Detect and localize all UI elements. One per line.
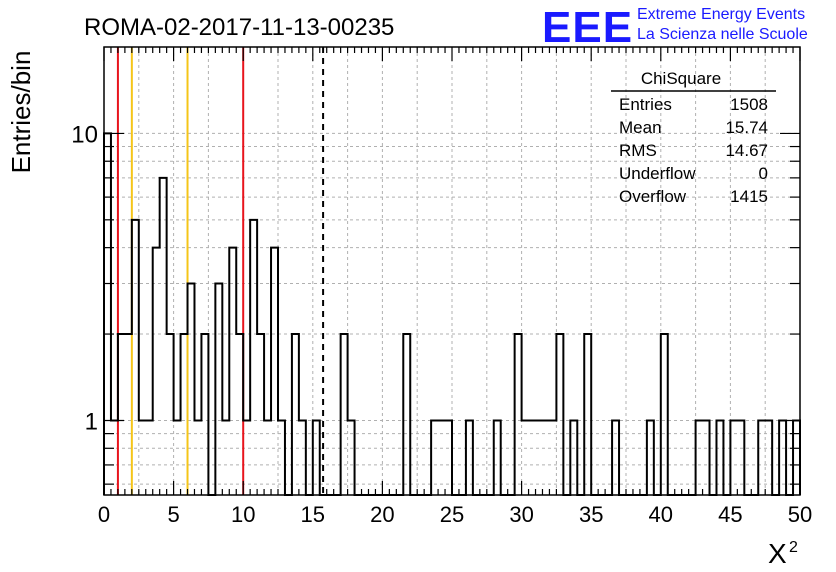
x-tick-label: 50: [788, 502, 812, 527]
stats-label: Overflow: [619, 187, 687, 206]
chart-title: ROMA-02-2017-11-13-00235: [84, 14, 394, 41]
stats-value: 1508: [730, 95, 768, 114]
stats-box: ChiSquare Entries 1508 Mean 15.74 RMS 14.67 Un…: [611, 69, 776, 206]
stats-label: Entries: [619, 95, 672, 114]
x-tick-label: 40: [649, 502, 673, 527]
x-tick-label: 15: [301, 502, 325, 527]
y-tick-labels: 1 10: [71, 121, 98, 435]
stats-title: ChiSquare: [641, 69, 721, 88]
eee-logo: EEE Extreme Energy Events La Scienza nel…: [542, 3, 808, 52]
y-tick-label: 1: [85, 408, 98, 435]
x-axis-label-base: X: [768, 538, 787, 569]
x-tick-label: 25: [440, 502, 464, 527]
stats-value: 0: [759, 164, 768, 183]
stats-label: RMS: [619, 141, 657, 160]
axis-ticks: [103, 47, 801, 495]
x-tick-label: 20: [370, 502, 394, 527]
logo-line-1: Extreme Energy Events: [637, 6, 805, 23]
x-tick-label: 10: [231, 502, 255, 527]
y-axis-label: Entries/bin: [6, 51, 36, 174]
x-tick-label: 45: [718, 502, 742, 527]
stats-value: 15.74: [725, 118, 768, 137]
logo-line-2: La Scienza nelle Scuole: [637, 26, 808, 43]
x-axis-label-superscript: 2: [789, 539, 798, 556]
x-axis-label: X 2: [768, 538, 798, 569]
stats-value: 1415: [730, 187, 768, 206]
stats-value: 14.67: [725, 141, 768, 160]
x-tick-label: 5: [167, 502, 179, 527]
stats-label: Mean: [619, 118, 662, 137]
x-tick-label: 35: [579, 502, 603, 527]
logo-mark: EEE: [542, 3, 633, 52]
y-tick-label: 10: [71, 121, 98, 148]
x-tick-labels: 0 5 10 15 20 25 30 35 40 45 50: [98, 502, 812, 527]
x-tick-label: 0: [98, 502, 110, 527]
stats-label: Underflow: [619, 164, 696, 183]
x-tick-label: 30: [509, 502, 533, 527]
